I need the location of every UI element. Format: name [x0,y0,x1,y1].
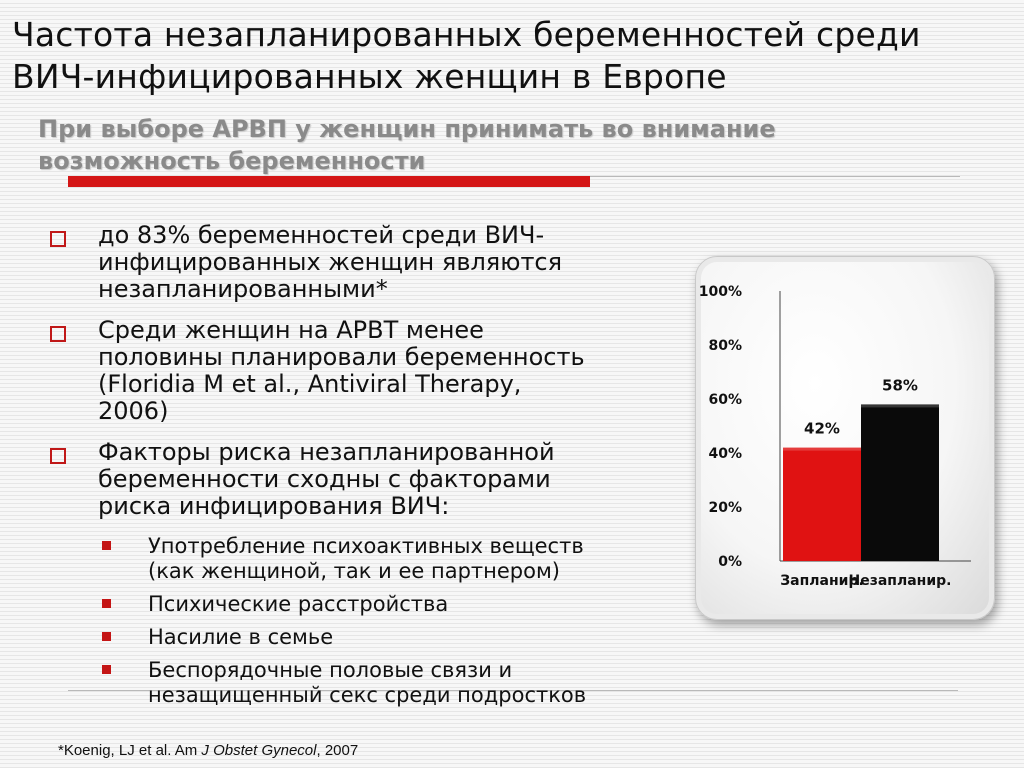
category-label: Запланир. [780,573,864,589]
subtitle-line-1: При выборе АРВП у женщин принимать во вн… [38,115,776,143]
bar-1 [783,447,861,561]
slide-subtitle: При выборе АРВП у женщин принимать во вн… [38,113,938,177]
footnote: *Koenig, LJ et al. Am J Obstet Gynecol, … [58,742,358,759]
bullet-text-line: беременности сходны с факторами [98,465,551,493]
filled-square-bullet-icon [102,665,111,674]
bullet-item: Факторы риска незапланированной беременно… [48,439,688,520]
y-tick-label: 40% [708,446,742,462]
title-line-1: Частота незапланированных беременностей … [12,15,921,54]
sub-bullet-text-line: Психические расстройства [148,592,449,616]
y-tick-label: 20% [708,500,742,516]
bullet-item: Среди женщин на АРВТ менее половины плани… [48,317,688,425]
divider-line [590,176,960,177]
sub-bullet-item: Психические расстройства [48,592,688,617]
bar-2 [861,404,939,561]
bullet-text-line: Факторы риска незапланированной [98,438,555,466]
slide-title: Частота незапланированных беременностей … [12,14,1012,98]
hollow-square-bullet-icon [50,231,66,247]
filled-square-bullet-icon [102,632,111,641]
filled-square-bullet-icon [102,541,111,550]
y-tick-label: 80% [708,338,742,354]
bar-highlight [783,447,861,451]
bullet-text-line: незапланированными* [98,275,388,303]
sub-bullet-text-line: Беспорядочные половые связи и [148,658,513,682]
category-label: Незапланир. [849,573,952,589]
y-tick-label: 60% [708,392,742,408]
data-label: 58% [882,376,918,394]
chart-panel: 0% 20% 40% 60% 80% 100% 42% Запланир. 58% Незапла… [695,256,995,620]
footnote-prefix: *Koenig, LJ et al. Am [58,742,202,759]
sub-bullet-item: Беспорядочные половые связи и незащищенны… [48,658,688,708]
hollow-square-bullet-icon [50,326,66,342]
bottom-divider-line [68,690,958,691]
bullet-list: до 83% беременностей среди ВИЧ-инфициров… [48,222,688,716]
bar-chart: 0% 20% 40% 60% 80% 100% 42% Запланир. 58% Незапла… [699,284,971,589]
data-label: 42% [804,420,840,438]
title-line-2: ВИЧ-инфицированных женщин в Европе [12,57,727,96]
bar-highlight [861,404,939,408]
sub-bullet-text-line: Насилие в семье [148,625,334,649]
bullet-text-line: до 83% беременностей среди ВИЧ- [98,221,545,249]
filled-square-bullet-icon [102,599,111,608]
bullet-item: до 83% беременностей среди ВИЧ-инфициров… [48,222,688,303]
accent-bar [68,176,590,187]
subtitle-line-2: возможность беременности [38,147,426,175]
hollow-square-bullet-icon [50,448,66,464]
sub-bullet-item: Употребление психоактивных веществ (как ж… [48,534,688,584]
sub-bullet-item: Насилие в семье [48,625,688,650]
bullet-text-line: Среди женщин на АРВТ менее [98,316,484,344]
sub-bullet-text-line: (как женщиной, так и ее партнером) [148,559,561,583]
bullet-text-line: 2006) [98,397,169,425]
footnote-suffix: , 2007 [316,742,359,759]
bullet-text-line: половины планировали беременность [98,343,585,371]
y-tick-label: 0% [718,554,742,570]
bullet-text-line: риска инфицирования ВИЧ: [98,492,450,520]
bullet-text-line: (Floridia M et al., Antiviral Therapy, [98,370,522,398]
sub-bullet-text-line: незащищенный секс среди подростков [148,683,587,707]
footnote-journal: J Obstet Gynecol [201,742,317,759]
y-tick-label: 100% [699,284,742,300]
bullet-text-line: инфицированных женщин являются [98,248,563,276]
sub-bullet-text-line: Употребление психоактивных веществ [148,534,584,558]
